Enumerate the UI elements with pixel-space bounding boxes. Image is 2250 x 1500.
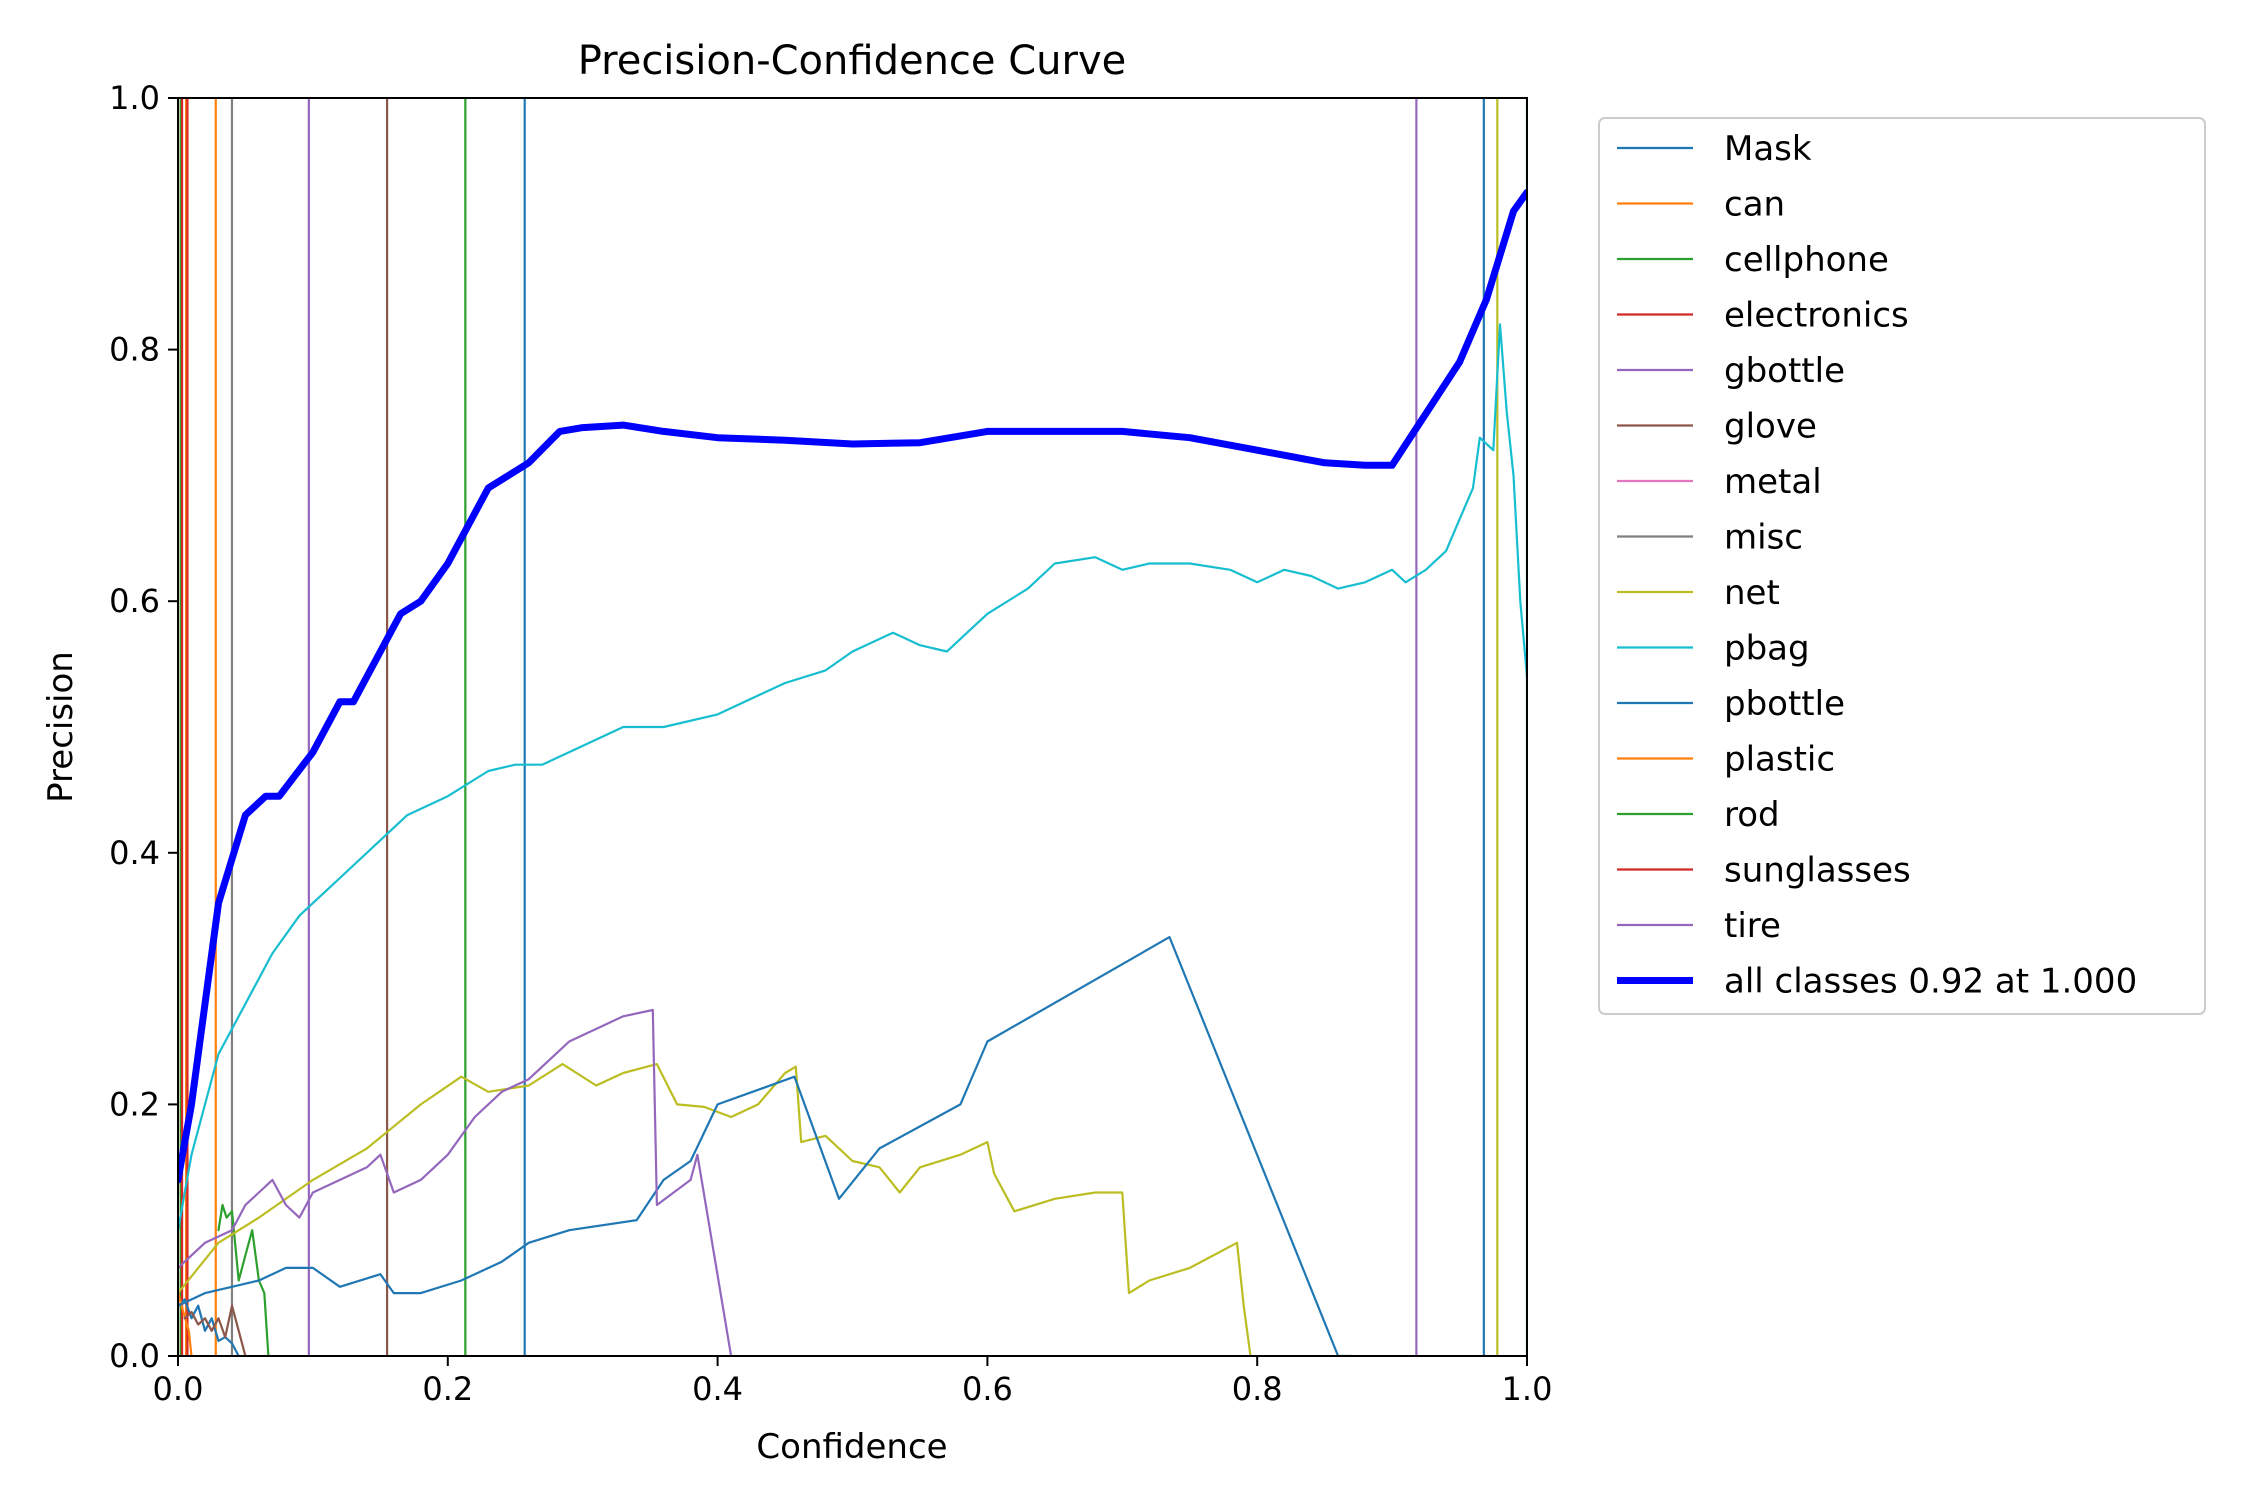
legend-label-pbag: pbag	[1724, 629, 1810, 669]
series-line-glove	[183, 1304, 247, 1356]
legend-label-plastic: plastic	[1724, 740, 1835, 780]
y-tick-label: 0.2	[109, 1085, 160, 1123]
x-tick-label: 0.4	[692, 1370, 743, 1408]
series-lines-layer	[178, 188, 1527, 1356]
legend-label-gbottle: gbottle	[1724, 351, 1845, 391]
y-tick-label: 1.0	[109, 79, 160, 117]
x-tick-label: 0.6	[962, 1370, 1013, 1408]
legend-label-tire: tire	[1724, 906, 1781, 946]
x-tick-label: 0.8	[1232, 1370, 1283, 1408]
legend-label-metal: metal	[1724, 462, 1822, 502]
legend-label-mask: Mask	[1724, 129, 1812, 169]
legend-label-rod: rod	[1724, 795, 1780, 835]
legend-label-cellphone: cellphone	[1724, 240, 1889, 280]
legend: Mask can cellphone electronics gbottle glove m…	[1598, 117, 2206, 1015]
x-tick-label: 0.2	[422, 1370, 473, 1408]
series-line-can	[178, 1291, 193, 1356]
legend-label-all-classes-0-92-at-1-000: all classes 0.92 at 1.000	[1724, 962, 2137, 1002]
legend-label-glove: glove	[1724, 407, 1817, 447]
y-tick-label: 0.8	[109, 331, 160, 369]
x-tick-label: 0.0	[153, 1370, 204, 1408]
series-line-tire	[178, 1008, 733, 1356]
legend-label-misc: misc	[1724, 518, 1803, 558]
x-axis-label: Confidence	[756, 1427, 947, 1467]
plot-area	[178, 98, 1527, 1356]
legend-label-net: net	[1724, 573, 1780, 613]
legend-box	[1598, 117, 2206, 1015]
vertical-lines-layer	[179, 98, 1527, 1356]
y-tick-label: 0.6	[109, 582, 160, 620]
series-line-pbottle	[178, 935, 1353, 1356]
legend-label-pbottle: pbottle	[1724, 684, 1845, 724]
series-line-net	[178, 1062, 1252, 1356]
legend-label-electronics: electronics	[1724, 296, 1909, 336]
y-axis-label: Precision	[41, 651, 81, 803]
legend-label-sunglasses: sunglasses	[1724, 851, 1911, 891]
series-line-pbag	[178, 323, 1527, 1232]
legend-entries: Mask can cellphone electronics gbottle glove m…	[1617, 129, 2137, 1002]
x-tick-label: 1.0	[1502, 1370, 1553, 1408]
x-axis: 0.0 0.2 0.4 0.6 0.8 1.0	[153, 1356, 1553, 1408]
series-line-cellphone	[217, 1203, 270, 1356]
y-axis: 0.0 0.2 0.4 0.6 0.8 1.0	[109, 79, 178, 1375]
chart-title: Precision-Confidence Curve	[578, 38, 1127, 84]
y-tick-label: 0.4	[109, 834, 160, 872]
plot-frame	[177, 97, 1528, 1357]
series-line-all-classes-0-92-at-1-000	[178, 188, 1527, 1184]
legend-label-can: can	[1724, 185, 1785, 225]
y-tick-label: 0.0	[109, 1337, 160, 1375]
